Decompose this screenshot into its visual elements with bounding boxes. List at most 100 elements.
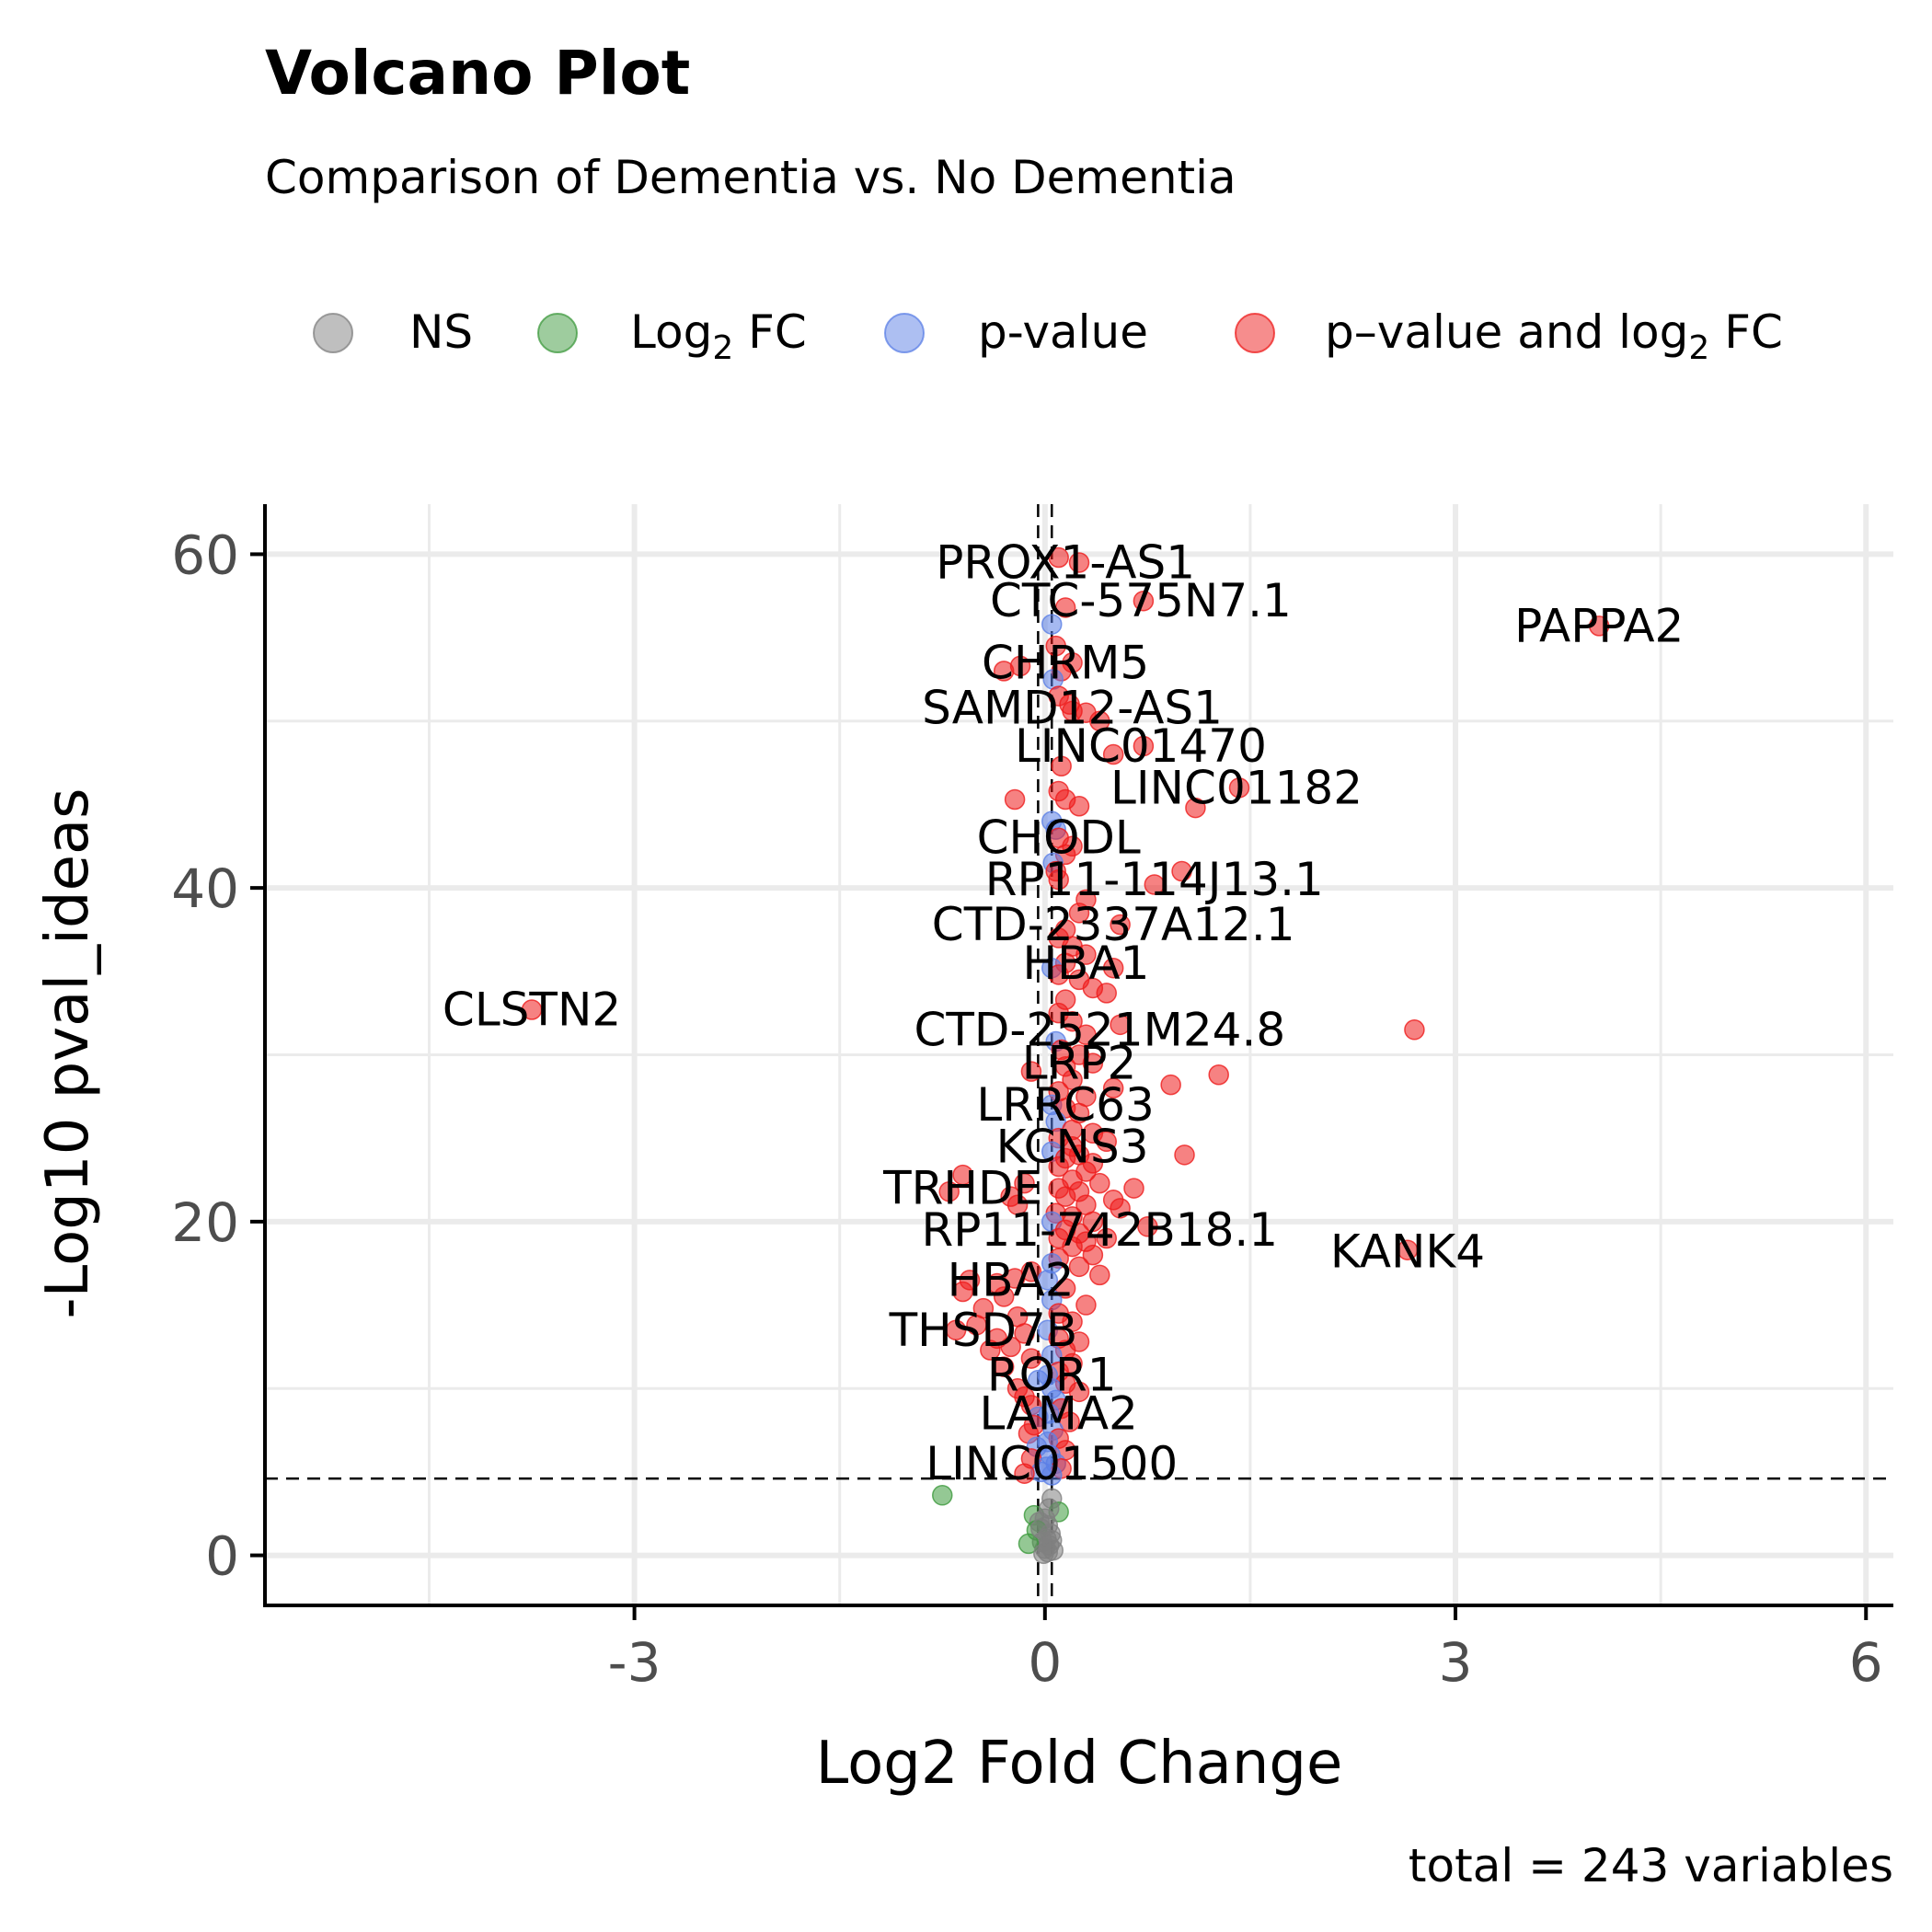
x-tick-label: -3 [608, 1631, 661, 1694]
chart-caption: total = 243 variables [1409, 1839, 1893, 1892]
data-point [1014, 1323, 1035, 1344]
gene-label: PAPPA2 [1514, 599, 1684, 652]
gene-label: CHODL [977, 811, 1141, 865]
data-point [1062, 1236, 1083, 1258]
data-point [1062, 700, 1083, 722]
gene-label: CHRM5 [982, 636, 1149, 689]
x-tick-label: 6 [1849, 1631, 1883, 1694]
data-point [1096, 983, 1117, 1004]
y-tick-label: 0 [205, 1525, 239, 1588]
data-point [1059, 1411, 1080, 1432]
data-point [1045, 635, 1066, 657]
gene-label: LRRC63 [976, 1078, 1154, 1132]
data-point [966, 1315, 987, 1336]
data-point [1062, 1311, 1083, 1332]
data-point [945, 1319, 967, 1340]
data-point [1014, 1172, 1035, 1194]
gene-label: KCNS3 [996, 1120, 1149, 1173]
data-point [1110, 1198, 1131, 1219]
data-point [1102, 743, 1124, 765]
x-tick-label: 3 [1439, 1631, 1473, 1694]
gene-label: LINC01470 [1015, 719, 1267, 773]
data-point [1397, 1239, 1419, 1260]
gene-label: KANK4 [1330, 1225, 1485, 1279]
gene-label: LINC01182 [1110, 761, 1363, 814]
data-point [1102, 1077, 1124, 1099]
data-point [1020, 1348, 1042, 1369]
gene-label: THSD7B [889, 1304, 1078, 1357]
data-point [521, 999, 543, 1020]
data-point [1051, 755, 1072, 776]
data-point [1144, 874, 1166, 895]
data-point [1133, 590, 1155, 612]
data-point [1041, 614, 1063, 635]
data-point [1014, 1463, 1035, 1484]
gene-label: HBA2 [948, 1253, 1075, 1306]
data-point [1096, 1227, 1117, 1249]
legend-swatch [1235, 313, 1275, 353]
data-point [993, 1356, 1015, 1377]
data-point [952, 1164, 973, 1186]
x-tick-label: 0 [1028, 1631, 1062, 1694]
gene-label: CLSTN2 [443, 983, 621, 1037]
data-point [1004, 788, 1026, 811]
gene-label: RP11-742B18.1 [921, 1203, 1278, 1257]
gene-label: LINC01500 [926, 1437, 1178, 1490]
data-point [1089, 1264, 1110, 1286]
data-point [1089, 710, 1110, 732]
data-point [1082, 1052, 1104, 1074]
data-point [1075, 1294, 1097, 1316]
y-tick-label: 20 [171, 1191, 239, 1254]
legend-label: NS [409, 305, 473, 359]
data-point [1102, 957, 1124, 979]
data-point [1137, 1216, 1158, 1237]
legend-swatch [313, 313, 353, 353]
data-point [1042, 1539, 1064, 1561]
data-point [1171, 860, 1192, 882]
y-tick-label: 40 [171, 857, 239, 920]
data-point [1048, 546, 1069, 569]
data-point [1404, 1019, 1425, 1041]
data-point [1123, 1178, 1144, 1199]
data-point [1037, 1270, 1059, 1291]
legend-swatch [537, 313, 578, 353]
gene-label: CTD-2521M24.8 [914, 1003, 1285, 1056]
data-point [1588, 615, 1610, 637]
data-point [1110, 914, 1131, 936]
data-point [1075, 1024, 1097, 1045]
gene-label: PROX1-AS1 [936, 535, 1195, 589]
gene-label: RP11-114J13.1 [985, 853, 1324, 906]
data-point [1062, 1010, 1083, 1032]
data-points [521, 546, 1610, 1565]
data-point [1006, 1194, 1029, 1215]
data-point [1068, 796, 1090, 817]
data-point [1041, 1465, 1063, 1486]
gene-label: CTD-2337A12.1 [932, 898, 1295, 951]
data-point [1082, 1244, 1104, 1266]
gene-label: SAMD12-AS1 [922, 681, 1223, 734]
gene-label: ROR1 [987, 1349, 1117, 1402]
data-point [1068, 1256, 1090, 1278]
data-point [1048, 964, 1069, 985]
data-point [1048, 1156, 1069, 1178]
data-point [938, 1180, 960, 1202]
data-point [1030, 1518, 1052, 1539]
legend-label: Log2 FC [630, 305, 807, 367]
chart-title: Volcano Plot [265, 38, 690, 109]
data-point [1018, 1533, 1040, 1555]
data-point [1068, 903, 1090, 924]
data-point [1185, 797, 1206, 819]
data-point [1054, 1186, 1076, 1207]
legend-label: p-value [978, 305, 1148, 359]
gene-label: LRP2 [1022, 1037, 1137, 1090]
data-point [1068, 552, 1090, 573]
y-axis-title: -Log10 pval_ideas [34, 788, 102, 1318]
gene-label: TRHDE [882, 1162, 1042, 1215]
data-point [1062, 1069, 1083, 1090]
y-tick-label: 60 [171, 523, 239, 586]
data-point [1054, 1278, 1076, 1299]
gene-label: HBA1 [1022, 937, 1149, 990]
